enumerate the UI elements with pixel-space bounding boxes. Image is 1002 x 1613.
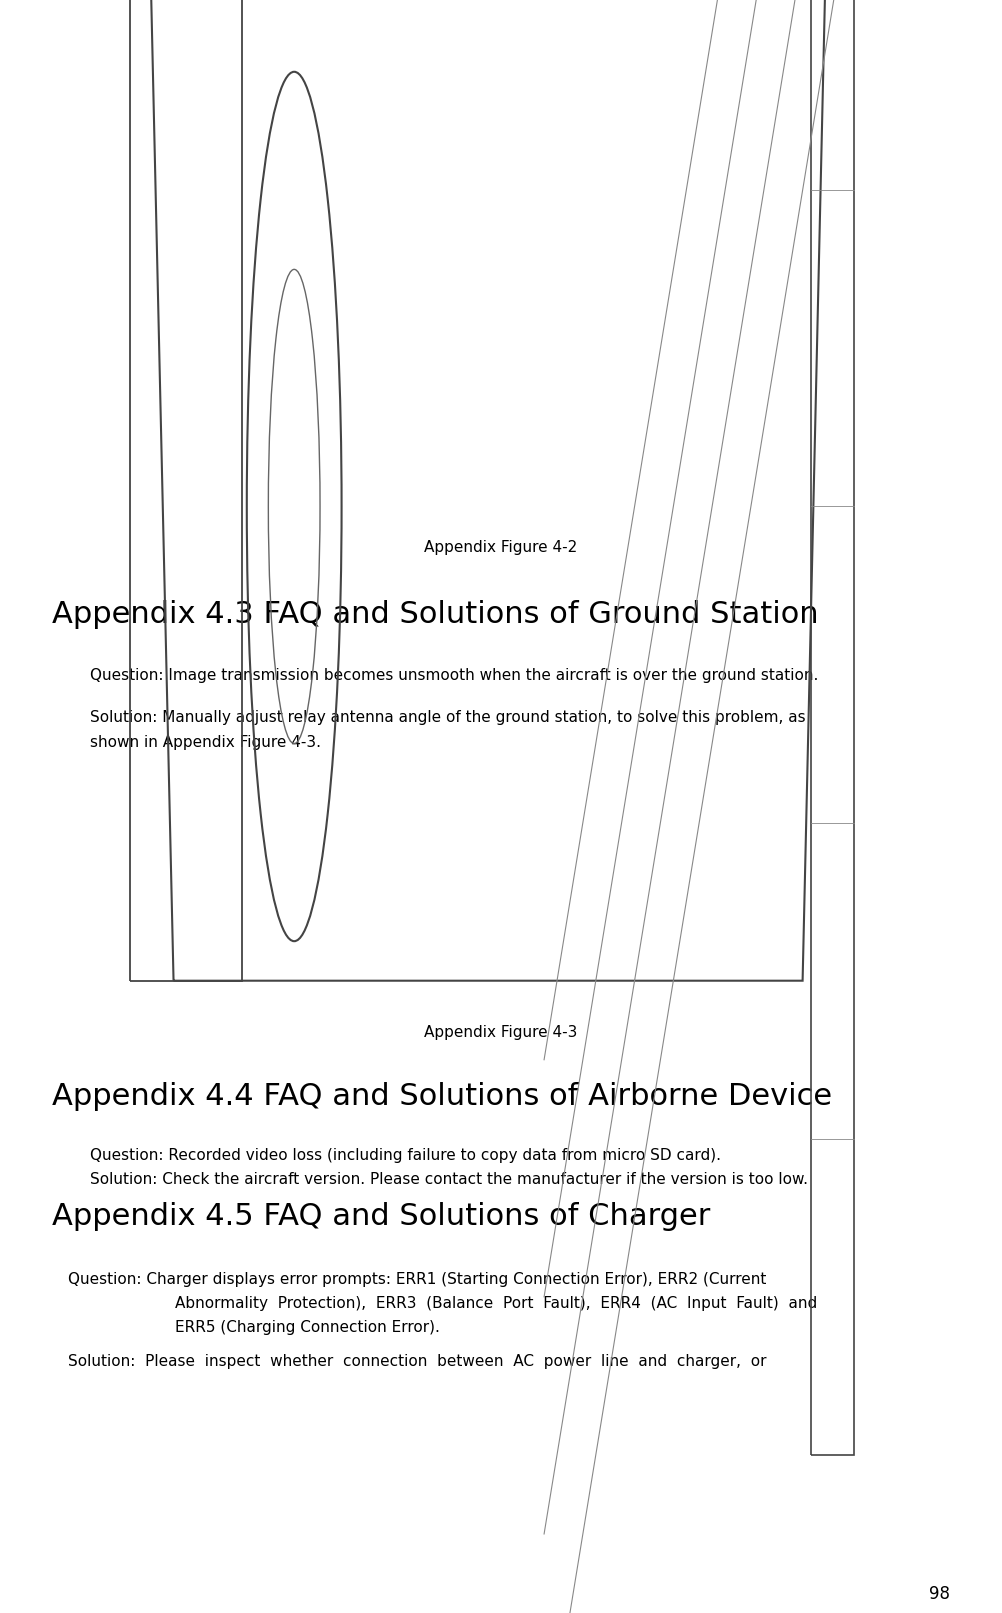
Text: Question: Recorded video loss (including failure to copy data from micro SD card: Question: Recorded video loss (including…: [90, 1148, 721, 1163]
Text: Question: Charger displays error prompts: ERR1 (Starting Connection Error), ERR2: Question: Charger displays error prompts…: [68, 1273, 767, 1287]
Text: Appendix Figure 4-2: Appendix Figure 4-2: [425, 540, 577, 555]
Text: Solution:  Please  inspect  whether  connection  between  AC  power  line  and  : Solution: Please inspect whether connect…: [68, 1353, 767, 1369]
Text: Abnormality  Protection),  ERR3  (Balance  Port  Fault),  ERR4  (AC  Input  Faul: Abnormality Protection), ERR3 (Balance P…: [175, 1295, 818, 1311]
Text: Solution: Manually adjust relay antenna angle of the ground station, to solve th: Solution: Manually adjust relay antenna …: [90, 710, 806, 724]
Text: Appendix 4.4 FAQ and Solutions of Airborne Device: Appendix 4.4 FAQ and Solutions of Airbor…: [52, 1082, 832, 1111]
Text: ERR5 (Charging Connection Error).: ERR5 (Charging Connection Error).: [175, 1319, 440, 1336]
Text: Solution: Check the aircraft version. Please contact the manufacturer if the ver: Solution: Check the aircraft version. Pl…: [90, 1173, 808, 1187]
Text: Appendix 4.3 FAQ and Solutions of Ground Station: Appendix 4.3 FAQ and Solutions of Ground…: [52, 600, 819, 629]
Text: Appendix Figure 4-3: Appendix Figure 4-3: [424, 1024, 578, 1040]
Text: shown in Appendix Figure 4-3.: shown in Appendix Figure 4-3.: [90, 736, 321, 750]
Text: Question: Image transmission becomes unsmooth when the aircraft is over the grou: Question: Image transmission becomes uns…: [90, 668, 819, 682]
Text: 98: 98: [929, 1586, 950, 1603]
Text: Appendix 4.5 FAQ and Solutions of Charger: Appendix 4.5 FAQ and Solutions of Charge…: [52, 1202, 710, 1231]
